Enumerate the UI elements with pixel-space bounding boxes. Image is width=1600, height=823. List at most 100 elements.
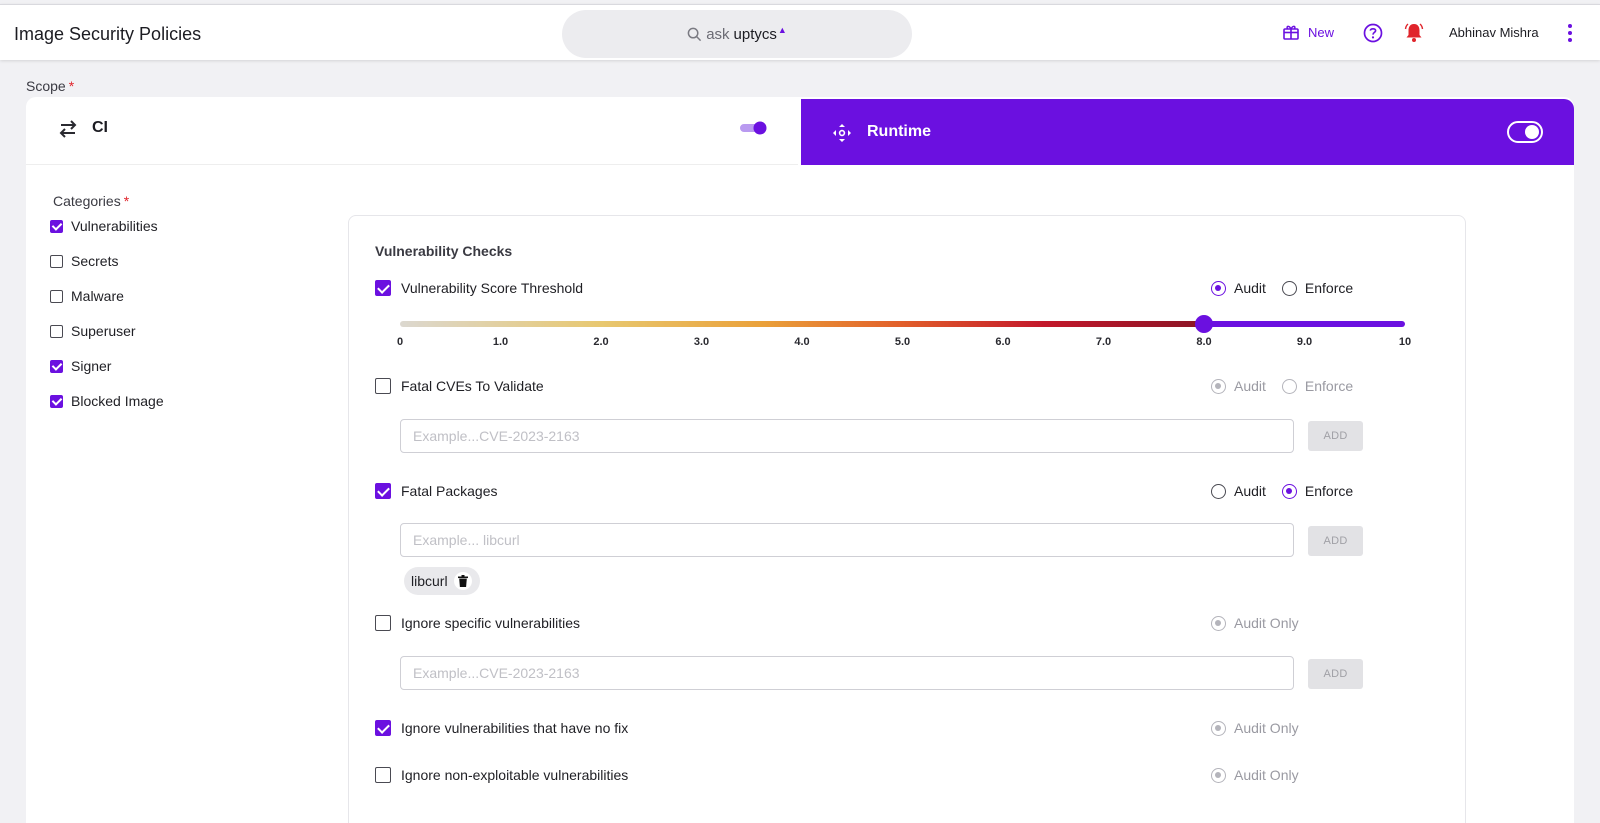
ignore-no-fix-mode: Audit Only [1211, 720, 1315, 736]
radio[interactable] [1211, 720, 1226, 736]
ignore-non-exploitable-mode: Audit Only [1211, 767, 1315, 783]
fatal-packages-mode: Audit Enforce [1211, 483, 1369, 499]
scope-label: Scope * [26, 78, 75, 94]
ignore-no-fix-label: Ignore vulnerabilities that have no fix [401, 720, 629, 736]
checkbox[interactable] [50, 254, 63, 268]
checkbox[interactable] [50, 394, 63, 408]
tick-label: 1.0 [492, 336, 509, 348]
enforce-option[interactable]: Enforce [1281, 483, 1353, 499]
radio[interactable] [1281, 378, 1297, 394]
vulnerability-checks-panel: Vulnerability Checks Vulnerability Score… [348, 215, 1466, 823]
radio[interactable] [1211, 615, 1226, 631]
policy-card: CI Runtime Categories * Vulnerabilities S… [26, 97, 1574, 823]
tab-ci-label: CI [92, 119, 108, 136]
ignore-specific-checkbox[interactable] [375, 615, 391, 631]
radio[interactable] [1281, 280, 1297, 296]
audit-only-option[interactable]: Audit Only [1211, 720, 1299, 736]
ignore-specific-add-button[interactable]: ADD [1308, 659, 1363, 689]
tick-label: 6.0 [995, 336, 1011, 348]
fatal-cves-row[interactable]: Fatal CVEs To Validate [375, 378, 544, 394]
checkbox[interactable] [50, 324, 63, 338]
category-secrets[interactable]: Secrets [50, 253, 118, 269]
audit-option[interactable]: Audit [1211, 280, 1266, 296]
fatal-packages-checkbox[interactable] [375, 483, 391, 499]
category-vulnerabilities[interactable]: Vulnerabilities [50, 218, 158, 234]
slider-ticks: 0 1.0 2.0 3.0 4.0 5.0 6.0 7.0 8.0 9.0 10 [396, 336, 1411, 350]
ci-toggle[interactable] [740, 121, 768, 135]
gift-icon [1283, 25, 1299, 40]
ignore-non-exploitable-checkbox[interactable] [375, 767, 391, 783]
category-malware[interactable]: Malware [50, 288, 124, 304]
category-blocked-image[interactable]: Blocked Image [50, 393, 164, 409]
fatal-packages-add-button[interactable]: ADD [1308, 526, 1363, 556]
audit-option[interactable]: Audit [1211, 483, 1266, 499]
move-arrows-icon [833, 124, 851, 142]
enforce-option[interactable]: Enforce [1281, 280, 1353, 296]
tab-ci[interactable]: CI [26, 97, 798, 165]
score-threshold-label: Vulnerability Score Threshold [401, 280, 584, 296]
ignore-specific-input[interactable]: Example...CVE-2023-2163 [400, 656, 1294, 690]
trash-icon [457, 575, 468, 587]
ignore-specific-label: Ignore specific vulnerabilities [401, 615, 580, 631]
audit-only-option[interactable]: Audit Only [1211, 767, 1299, 783]
fatal-packages-row[interactable]: Fatal Packages [375, 483, 498, 499]
audit-option[interactable]: Audit [1211, 378, 1266, 394]
delete-chip-button[interactable] [453, 572, 472, 590]
fatal-cves-mode: Audit Enforce [1211, 378, 1369, 394]
fatal-cves-input[interactable]: Example...CVE-2023-2163 [400, 419, 1294, 453]
tick-label: 0 [396, 336, 404, 348]
tab-runtime[interactable]: Runtime [801, 99, 1574, 165]
swap-arrows-icon [59, 120, 77, 138]
score-slider[interactable] [400, 315, 1405, 348]
user-name[interactable]: Abhinav Mishra [1449, 25, 1539, 40]
checkbox[interactable] [50, 219, 63, 233]
ignore-no-fix-row[interactable]: Ignore vulnerabilities that have no fix [375, 720, 628, 736]
score-threshold-checkbox[interactable] [375, 280, 391, 296]
radio[interactable] [1211, 378, 1226, 394]
radio[interactable] [1211, 483, 1226, 499]
tick-label: 9.0 [1296, 336, 1313, 348]
tick-label: 8.0 [1196, 336, 1212, 348]
tick-label: 3.0 [693, 336, 710, 348]
search-brand: uptycs▲ [733, 25, 787, 43]
category-signer[interactable]: Signer [50, 358, 111, 374]
ignore-specific-row[interactable]: Ignore specific vulnerabilities [375, 615, 580, 631]
more-vertical-icon[interactable] [1567, 23, 1573, 43]
categories-title: Categories * [53, 193, 130, 209]
enforce-option[interactable]: Enforce [1281, 378, 1353, 394]
radio[interactable] [1211, 767, 1226, 783]
top-bar: Image Security Policies ask uptycs▲ New … [0, 4, 1600, 60]
new-label: New [1308, 24, 1335, 40]
package-chip: libcurl [404, 567, 480, 595]
chip-label: libcurl [411, 573, 448, 589]
score-threshold-row[interactable]: Vulnerability Score Threshold [375, 280, 583, 296]
radio[interactable] [1211, 280, 1226, 296]
search-icon [687, 27, 702, 41]
category-superuser[interactable]: Superuser [50, 323, 136, 339]
audit-only-option[interactable]: Audit Only [1211, 615, 1299, 631]
notification-bell-icon[interactable] [1404, 22, 1424, 44]
ignore-non-exploitable-row[interactable]: Ignore non-exploitable vulnerabilities [375, 767, 628, 783]
required-asterisk: * [68, 78, 75, 94]
tick-label: 2.0 [593, 336, 609, 348]
fatal-packages-input[interactable]: Example... libcurl [400, 523, 1294, 557]
help-icon[interactable] [1363, 23, 1383, 43]
tick-label: 4.0 [794, 336, 810, 348]
uptycs-logo-icon: ▲ [777, 25, 787, 35]
page-title: Image Security Policies [14, 24, 202, 44]
fatal-cves-checkbox[interactable] [375, 378, 391, 394]
checkbox[interactable] [50, 289, 63, 303]
search-prefix: ask [706, 25, 730, 43]
required-asterisk: * [123, 193, 130, 209]
checkbox[interactable] [50, 359, 63, 373]
ask-uptycs-search[interactable]: ask uptycs▲ [562, 10, 912, 58]
slider-thumb[interactable] [1195, 315, 1213, 333]
score-threshold-mode: Audit Enforce [1211, 280, 1369, 296]
runtime-toggle[interactable] [1507, 121, 1543, 143]
ignore-non-exploitable-label: Ignore non-exploitable vulnerabilities [401, 767, 629, 783]
tab-runtime-label: Runtime [867, 123, 931, 140]
ignore-no-fix-checkbox[interactable] [375, 720, 391, 736]
radio[interactable] [1281, 483, 1297, 499]
whats-new-button[interactable]: New [1282, 23, 1334, 41]
fatal-cves-add-button[interactable]: ADD [1308, 421, 1363, 451]
